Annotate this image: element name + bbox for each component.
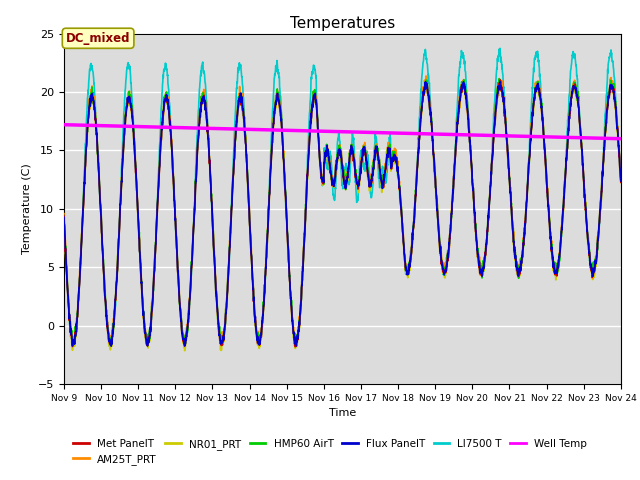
Met PanelT [505, 166, 513, 171]
LI7500 T [60, 220, 68, 226]
Well Temp [583, 135, 591, 141]
Flux PanelT [505, 166, 513, 172]
Flux PanelT [497, 79, 504, 84]
Flux PanelT [584, 231, 591, 237]
Line: Well Temp: Well Temp [64, 125, 621, 139]
Flux PanelT [216, 331, 223, 337]
NR01_PRT [359, 150, 367, 156]
LI7500 T [216, 329, 223, 335]
HMP60 AirT [216, 331, 223, 337]
LI7500 T [496, 46, 504, 51]
HMP60 AirT [291, 343, 299, 348]
Well Temp [358, 129, 366, 135]
LI7500 T [584, 236, 591, 241]
Well Temp [371, 130, 378, 135]
AM25T_PRT [216, 330, 223, 336]
HMP60 AirT [371, 153, 379, 159]
HMP60 AirT [359, 146, 367, 152]
AM25T_PRT [60, 211, 68, 216]
Met PanelT [291, 344, 299, 349]
AM25T_PRT [505, 162, 513, 168]
Flux PanelT [359, 146, 367, 152]
Y-axis label: Temperature (C): Temperature (C) [22, 163, 33, 254]
Met PanelT [216, 332, 223, 338]
Flux PanelT [371, 155, 379, 160]
Text: DC_mixed: DC_mixed [66, 32, 131, 45]
Well Temp [216, 126, 223, 132]
AM25T_PRT [107, 342, 115, 348]
Line: HMP60 AirT: HMP60 AirT [64, 79, 621, 346]
LI7500 T [359, 154, 367, 159]
NR01_PRT [584, 236, 591, 242]
Met PanelT [617, 180, 625, 185]
HMP60 AirT [505, 162, 513, 168]
NR01_PRT [617, 180, 625, 186]
Well Temp [568, 134, 575, 140]
Well Temp [617, 136, 625, 142]
AM25T_PRT [371, 148, 379, 154]
NR01_PRT [60, 217, 68, 223]
LI7500 T [505, 167, 513, 173]
AM25T_PRT [584, 230, 591, 236]
Met PanelT [584, 232, 591, 238]
AM25T_PRT [617, 177, 625, 182]
AM25T_PRT [568, 85, 576, 91]
Line: Met PanelT: Met PanelT [64, 80, 621, 347]
Flux PanelT [60, 215, 68, 220]
NR01_PRT [181, 348, 189, 354]
HMP60 AirT [568, 86, 576, 92]
HMP60 AirT [617, 174, 625, 180]
LI7500 T [106, 343, 113, 349]
Flux PanelT [108, 343, 115, 349]
Line: AM25T_PRT: AM25T_PRT [64, 76, 621, 345]
Met PanelT [371, 154, 379, 160]
Title: Temperatures: Temperatures [290, 16, 395, 31]
Flux PanelT [568, 89, 576, 95]
Met PanelT [568, 89, 576, 95]
Line: LI7500 T: LI7500 T [64, 48, 621, 346]
HMP60 AirT [60, 212, 68, 218]
AM25T_PRT [359, 147, 367, 153]
Met PanelT [60, 213, 68, 218]
NR01_PRT [505, 164, 513, 170]
Met PanelT [497, 77, 504, 83]
NR01_PRT [371, 156, 379, 162]
Line: Flux PanelT: Flux PanelT [64, 82, 621, 346]
LI7500 T [371, 141, 379, 146]
LI7500 T [617, 177, 625, 183]
Met PanelT [359, 148, 367, 154]
HMP60 AirT [495, 76, 503, 82]
Well Temp [60, 122, 68, 128]
Line: NR01_PRT: NR01_PRT [64, 83, 621, 351]
Legend: Met PanelT, AM25T_PRT, NR01_PRT, HMP60 AirT, Flux PanelT, LI7500 T, Well Temp: Met PanelT, AM25T_PRT, NR01_PRT, HMP60 A… [69, 435, 591, 469]
Well Temp [504, 133, 512, 139]
LI7500 T [568, 56, 576, 61]
NR01_PRT [216, 333, 223, 339]
X-axis label: Time: Time [329, 408, 356, 418]
NR01_PRT [568, 91, 576, 97]
Flux PanelT [617, 178, 625, 184]
AM25T_PRT [423, 73, 431, 79]
NR01_PRT [496, 80, 504, 85]
HMP60 AirT [584, 229, 591, 235]
